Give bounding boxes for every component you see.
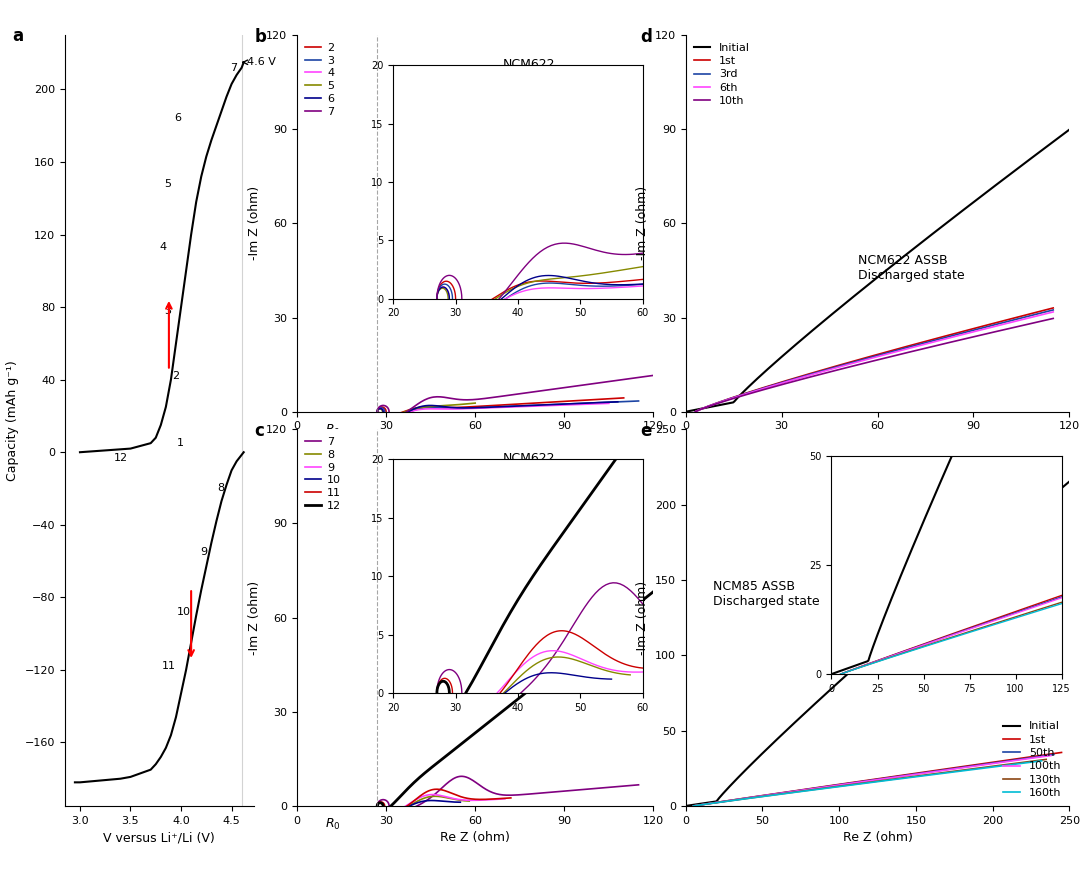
Text: 9: 9 bbox=[200, 547, 207, 557]
Text: 8: 8 bbox=[217, 484, 225, 493]
Text: 7: 7 bbox=[230, 63, 238, 73]
X-axis label: Re Z (ohm): Re Z (ohm) bbox=[441, 437, 510, 450]
Text: NCM85 ASSB
Discharged state: NCM85 ASSB Discharged state bbox=[713, 580, 820, 608]
Legend: 7, 8, 9, 10, 11, 12: 7, 8, 9, 10, 11, 12 bbox=[302, 434, 343, 513]
Legend: Initial, 1st, 3rd, 6th, 10th: Initial, 1st, 3rd, 6th, 10th bbox=[691, 40, 753, 109]
Text: NCM622
charging: NCM622 charging bbox=[501, 58, 556, 86]
Text: 2: 2 bbox=[172, 371, 179, 381]
Y-axis label: -Im Z (ohm): -Im Z (ohm) bbox=[247, 187, 260, 260]
Text: 4.6 V: 4.6 V bbox=[243, 57, 275, 67]
X-axis label: Re Z (ohm): Re Z (ohm) bbox=[842, 437, 913, 450]
Text: a: a bbox=[12, 27, 23, 46]
Text: c: c bbox=[254, 421, 265, 440]
Text: 1: 1 bbox=[177, 438, 184, 449]
Text: 3: 3 bbox=[164, 306, 171, 315]
Text: 5: 5 bbox=[164, 179, 171, 188]
Text: e: e bbox=[639, 421, 651, 440]
Y-axis label: -Im Z (ohm): -Im Z (ohm) bbox=[636, 581, 649, 654]
Y-axis label: Capacity (mAh g⁻¹): Capacity (mAh g⁻¹) bbox=[6, 360, 19, 481]
Legend: Initial, 1st, 50th, 100th, 130th, 160th: Initial, 1st, 50th, 100th, 130th, 160th bbox=[1001, 719, 1064, 801]
X-axis label: Re Z (ohm): Re Z (ohm) bbox=[441, 831, 510, 844]
Text: 6: 6 bbox=[174, 114, 181, 124]
X-axis label: V versus Li⁺/Li (V): V versus Li⁺/Li (V) bbox=[104, 831, 215, 844]
Text: b: b bbox=[254, 27, 266, 46]
Text: 4: 4 bbox=[160, 243, 167, 252]
X-axis label: Re Z (ohm): Re Z (ohm) bbox=[842, 831, 913, 844]
Text: 10: 10 bbox=[177, 607, 191, 617]
Text: NCM622 ASSB
Discharged state: NCM622 ASSB Discharged state bbox=[859, 253, 964, 281]
Text: d: d bbox=[639, 27, 651, 46]
Text: NCM622
Discharging: NCM622 Discharging bbox=[491, 452, 566, 480]
Text: 11: 11 bbox=[162, 661, 176, 671]
Y-axis label: -Im Z (ohm): -Im Z (ohm) bbox=[636, 187, 649, 260]
Text: $R_0$: $R_0$ bbox=[325, 423, 340, 438]
Legend: 2, 3, 4, 5, 6, 7: 2, 3, 4, 5, 6, 7 bbox=[302, 40, 336, 119]
Text: 12: 12 bbox=[114, 453, 129, 463]
Text: $R_0$: $R_0$ bbox=[325, 817, 340, 832]
Y-axis label: -Im Z (ohm): -Im Z (ohm) bbox=[247, 581, 260, 654]
